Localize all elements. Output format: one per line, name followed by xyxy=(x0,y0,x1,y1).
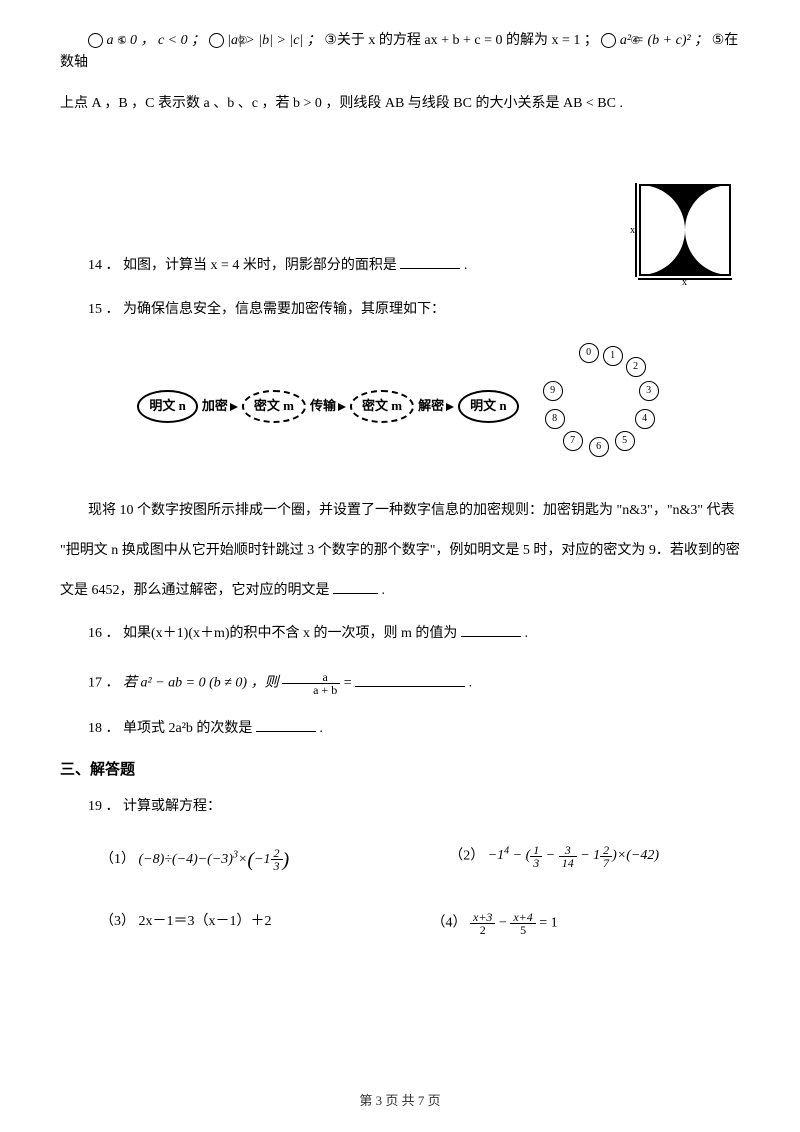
q13-line1: ① a < 0 ， c < 0 ； ② |a| > |b| > |c| ； ③关… xyxy=(60,30,740,75)
svg-text:x: x xyxy=(630,225,635,236)
circled-2: ② xyxy=(209,33,224,48)
q19-sub4: （4） x+3 2 − x+4 5 = 1 xyxy=(432,911,558,936)
shaded-square-icon: x x xyxy=(630,175,740,285)
q17-text-after: . xyxy=(469,676,473,691)
q19-row2: （3） 2x－1＝3（x－1）＋2 （4） x+3 2 − x+4 5 = 1 xyxy=(100,911,740,936)
q15-para1: 现将 10 个数字按图所示排成一个圈，并设置了一种数字信息的加密规则：加密钥匙为… xyxy=(60,497,740,525)
q18-text-before: 单项式 2a²b 的次数是 xyxy=(123,721,252,736)
chain-node-cipher-2: 密文 m xyxy=(350,390,414,423)
q19-sub3: （3） 2x－1＝3（x－1）＋2 xyxy=(100,911,272,936)
q19-row1: （1） (−8)÷(−4)−(−3)3×(−123) （2） −14 − (13… xyxy=(100,844,740,876)
q19-sub4-label: （4） xyxy=(432,915,467,930)
q18-text-after: . xyxy=(319,721,323,736)
ring-node-6: 6 xyxy=(589,437,609,457)
q16-text-before: 如果(x＋1)(x＋m)的积中不含 x 的一次项，则 m 的值为 xyxy=(123,626,457,641)
q14-blank xyxy=(400,255,460,269)
q19-sub4-frac1-num: x+3 xyxy=(470,911,495,924)
q17-frac-den: a + b xyxy=(282,684,340,696)
q19-sub3-expr: 2x－1＝3（x－1）＋2 xyxy=(139,914,272,929)
q19-sub4-frac1: x+3 2 xyxy=(470,911,495,936)
ring-node-1: 1 xyxy=(603,346,623,366)
q17-blank xyxy=(355,673,465,687)
q13-p1-text: a < 0 ， c < 0 ； xyxy=(107,33,206,48)
q13-line2: 上点 A ，B ，C 表示数 a 、b 、c ，若 b > 0 ，则线段 AB … xyxy=(60,93,740,115)
ring-node-3: 3 xyxy=(639,381,659,401)
q15-para3: 文是 6452，那么通过解密，它对应的明文是 xyxy=(60,583,330,598)
chain-node-plaintext-2: 明文 n xyxy=(458,390,518,423)
number-ring: 0 1 2 3 4 5 6 7 8 9 xyxy=(543,347,663,467)
circled-4: ④ xyxy=(601,33,616,48)
ring-node-7: 7 xyxy=(563,431,583,451)
q13-p3-text: ③关于 x 的方程 ax + b + c = 0 的解为 x = 1 ； xyxy=(324,33,598,48)
q15-line: 15 ． 为确保信息安全，信息需要加密传输，其原理如下： xyxy=(60,299,740,321)
q19-label: 19 ． xyxy=(88,799,120,814)
q16-label: 16 ． xyxy=(88,626,120,641)
q17-text-before: 若 a² − ab = 0 (b ≠ 0) ，则 xyxy=(123,676,279,691)
q15-text: 为确保信息安全，信息需要加密传输，其原理如下： xyxy=(123,302,445,317)
q19-sub1-label: （1） xyxy=(100,852,135,867)
q14-figure: x x xyxy=(630,175,740,285)
q15-label: 15 ． xyxy=(88,302,120,317)
q16-text-after: . xyxy=(524,626,528,641)
q15-para3-after: . xyxy=(382,583,386,598)
ring-node-9: 9 xyxy=(543,381,563,401)
q17-line: 17 ． 若 a² − ab = 0 (b ≠ 0) ，则 a a + b = … xyxy=(60,671,740,696)
q19-sub4-frac2: x+4 5 xyxy=(510,911,535,936)
q14-text-after: . xyxy=(464,258,468,273)
q19-sub4-frac2-den: 5 xyxy=(510,924,535,936)
q15-blank xyxy=(333,580,378,594)
q13-p2-text: |a| > |b| > |c| ； xyxy=(227,33,321,48)
q17-fraction: a a + b xyxy=(282,671,340,696)
q16-line: 16 ． 如果(x＋1)(x＋m)的积中不含 x 的一次项，则 m 的值为 . xyxy=(60,623,740,645)
q17-frac-num: a xyxy=(282,671,340,684)
q14-label: 14 ． xyxy=(88,258,120,273)
svg-text:x: x xyxy=(682,277,687,285)
q16-blank xyxy=(461,623,521,637)
chain-arrow-decrypt: 解密 xyxy=(418,396,454,417)
ring-node-8: 8 xyxy=(545,409,565,429)
q19-sub4-minus: − xyxy=(499,915,510,930)
q15-para2: "把明文 n 换成图中从它开始顺时针跳过 3 个数字的那个数字"，例如明文是 5… xyxy=(60,537,740,565)
chain-arrow-encrypt: 加密 xyxy=(202,396,238,417)
q19-sub2: （2） −14 − (13 − 314 − 127)×(−42) xyxy=(449,844,659,876)
section3-title: 三、解答题 xyxy=(60,758,740,782)
q19-sub4-frac1-den: 2 xyxy=(470,924,495,936)
q19-text: 计算或解方程： xyxy=(123,799,221,814)
q18-blank xyxy=(256,718,316,732)
q19-sub4-eq: = 1 xyxy=(539,915,557,930)
q18-line: 18 ． 单项式 2a²b 的次数是 . xyxy=(60,718,740,740)
q14-text-before: 如图，计算当 x = 4 米时，阴影部分的面积是 xyxy=(123,258,397,273)
q19-line: 19 ． 计算或解方程： xyxy=(60,796,740,818)
chain-node-plaintext-1: 明文 n xyxy=(137,390,197,423)
q18-label: 18 ． xyxy=(88,721,120,736)
q19-sub3-label: （3） xyxy=(100,914,135,929)
q17-label: 17 ． xyxy=(88,676,120,691)
q19-sub4-frac2-num: x+4 xyxy=(510,911,535,924)
page-footer: 第 3 页 共 7 页 xyxy=(0,1091,800,1112)
ring-node-5: 5 xyxy=(615,431,635,451)
ring-node-2: 2 xyxy=(626,357,646,377)
q15-diagram: 明文 n 加密 密文 m 传输 密文 m 解密 明文 n 0 1 2 3 4 5… xyxy=(60,347,740,467)
ring-node-4: 4 xyxy=(635,409,655,429)
ring-node-0: 0 xyxy=(579,343,599,363)
chain-arrow-transmit: 传输 xyxy=(310,396,346,417)
chain-node-cipher-1: 密文 m xyxy=(242,390,306,423)
q17-eq: = xyxy=(344,676,355,691)
q13-p4-text: a² = (b + c)² ； xyxy=(620,33,708,48)
circled-1: ① xyxy=(88,33,103,48)
q19-sub2-label: （2） xyxy=(449,848,484,863)
q19-sub1: （1） (−8)÷(−4)−(−3)3×(−123) xyxy=(100,844,289,876)
